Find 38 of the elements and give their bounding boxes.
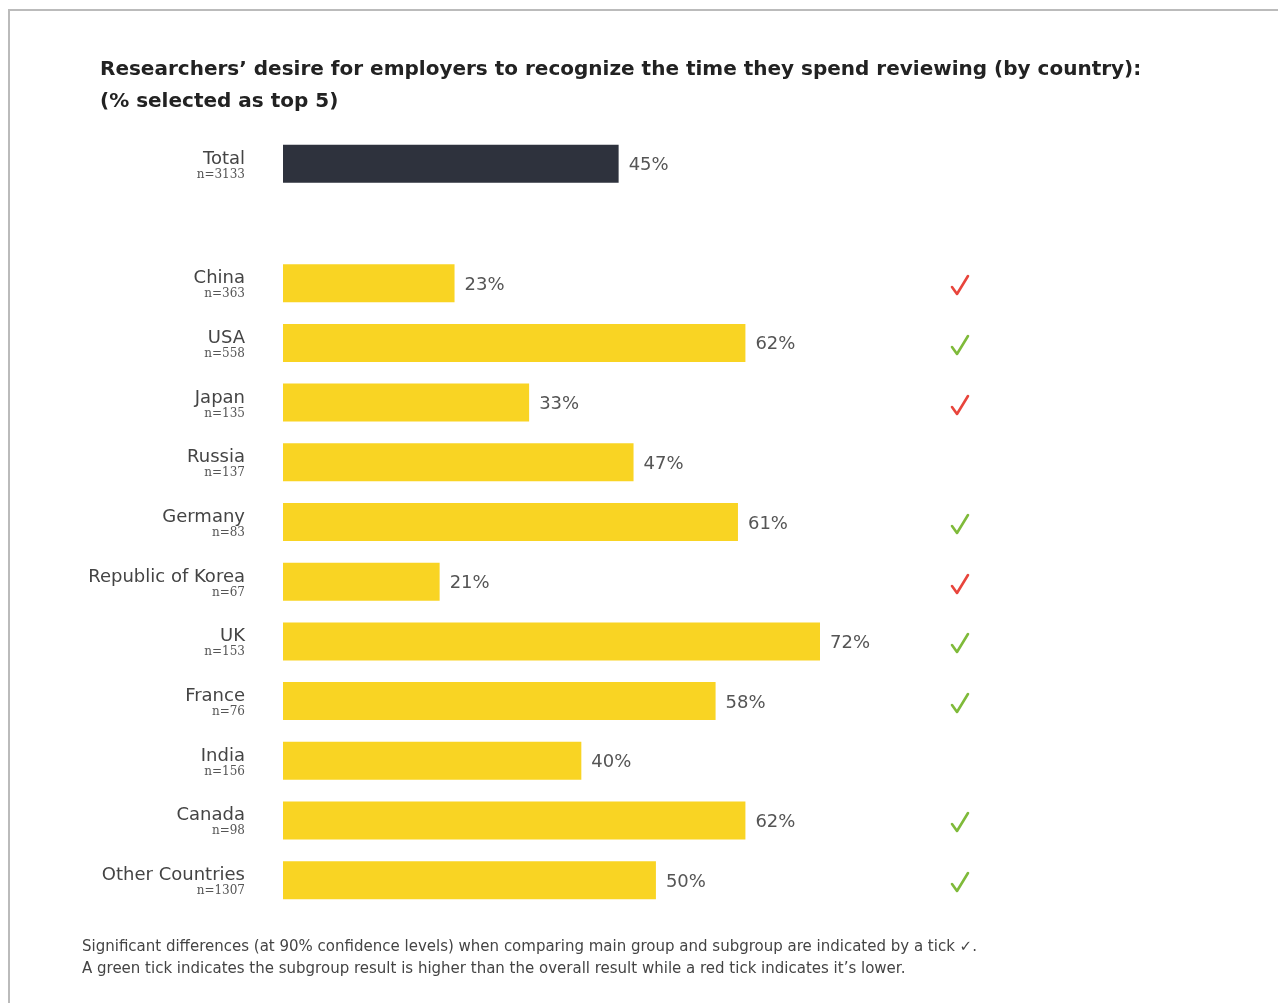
y-tick-label: France n=76 xyxy=(185,684,245,719)
y-tick-label: Canada n=98 xyxy=(176,803,245,838)
y-tick-label: China n=363 xyxy=(193,266,245,301)
data-label: 40% xyxy=(591,750,632,772)
data-label: 33% xyxy=(539,392,580,414)
bar xyxy=(283,682,716,721)
y-tick-label: Republic of Korea n=67 xyxy=(88,564,245,599)
bar xyxy=(283,861,656,900)
bar xyxy=(283,562,440,601)
chart-title: Researchers’ desire for employers to recognize the time they spend reviewing (by country): (% selected as top 5) xyxy=(100,55,1142,114)
data-label: 62% xyxy=(755,809,796,831)
y-tick-label: India n=156 xyxy=(200,743,245,778)
data-label: 21% xyxy=(449,571,490,593)
bar xyxy=(283,503,738,541)
data-label: 62% xyxy=(755,332,796,354)
bar xyxy=(283,323,746,362)
y-tick-label: UK n=153 xyxy=(204,624,247,659)
bar xyxy=(283,741,582,780)
bar xyxy=(283,443,634,482)
bar xyxy=(283,383,530,422)
data-label: 47% xyxy=(643,451,684,473)
data-label: 45% xyxy=(628,153,669,175)
data-label: 72% xyxy=(830,630,871,652)
y-tick-label: Other Countries n=1307 xyxy=(101,863,245,898)
y-tick-label: Germany n=83 xyxy=(162,505,246,539)
data-label: 58% xyxy=(725,690,766,712)
bar xyxy=(283,622,820,661)
y-tick-label: USA n=558 xyxy=(204,325,246,360)
bar xyxy=(283,801,746,840)
bar xyxy=(283,144,619,183)
data-label: 50% xyxy=(665,869,706,891)
data-label: 61% xyxy=(747,511,788,533)
y-tick-label: Total n=3133 xyxy=(196,146,245,181)
y-tick-label: Japan n=135 xyxy=(193,385,245,420)
bar xyxy=(283,264,455,303)
data-label: 23% xyxy=(464,272,505,294)
y-tick-label: Russia n=137 xyxy=(187,445,245,480)
text: Significant differences (at 90% confidence levels) when comparing main group and subgroup are indicated by a tick ✓. A green tick indicates the subgroup result is higher than the overall result while a red tick indicates it’s lower. xyxy=(82,936,977,979)
